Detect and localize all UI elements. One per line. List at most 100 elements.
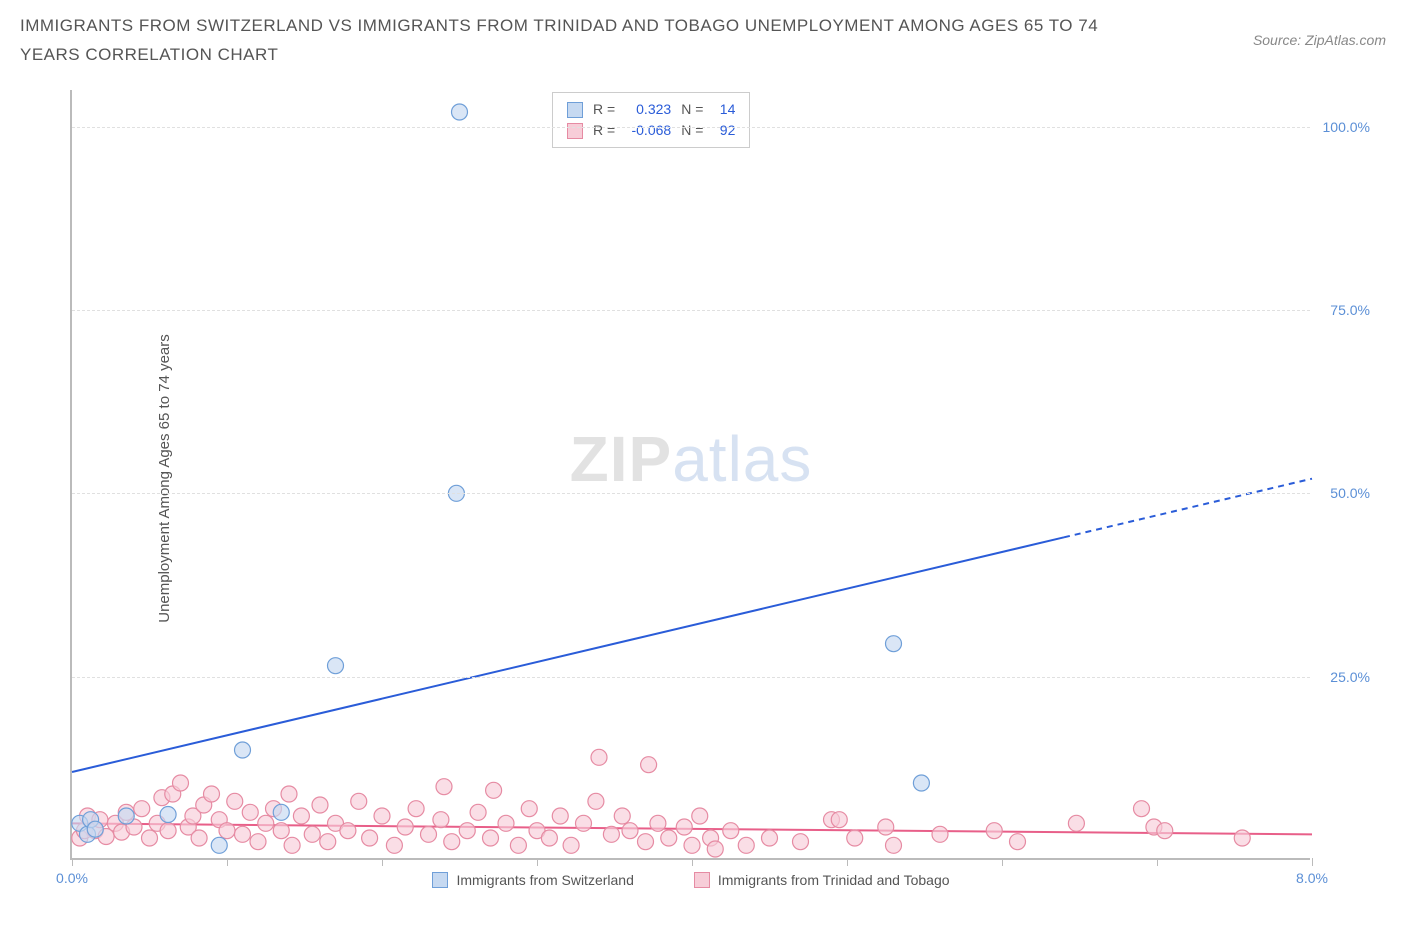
- data-point: [258, 815, 274, 831]
- data-point: [204, 786, 220, 802]
- legend-n-prefix-0: N =: [681, 99, 703, 120]
- data-point: [452, 104, 468, 120]
- data-point: [273, 804, 289, 820]
- data-point: [173, 775, 189, 791]
- data-point: [374, 808, 390, 824]
- x-tick: [1312, 858, 1313, 866]
- y-tick-label: 100.0%: [1323, 119, 1370, 135]
- data-point: [692, 808, 708, 824]
- data-point: [986, 823, 1002, 839]
- data-point: [1134, 801, 1150, 817]
- data-point: [932, 826, 948, 842]
- legend-r-prefix-1: R =: [593, 120, 615, 141]
- data-point: [160, 823, 176, 839]
- data-point: [351, 793, 367, 809]
- bottom-legend-item-0: Immigrants from Switzerland: [432, 872, 633, 888]
- x-tick: [537, 858, 538, 866]
- data-point: [723, 823, 739, 839]
- data-point: [1068, 815, 1084, 831]
- gridline-h: [72, 127, 1310, 128]
- plot-area: ZIPatlas R = 0.323 N = 14 R = -0.068 N =…: [70, 90, 1310, 860]
- data-point: [793, 834, 809, 850]
- x-tick: [72, 858, 73, 866]
- data-point: [684, 837, 700, 853]
- legend-r-value-0: 0.323: [621, 99, 671, 120]
- data-point: [591, 749, 607, 765]
- x-tick: [1002, 858, 1003, 866]
- legend-n-prefix-1: N =: [681, 120, 703, 141]
- legend-r-value-1: -0.068: [621, 120, 671, 141]
- data-point: [328, 658, 344, 674]
- legend-r-prefix-0: R =: [593, 99, 615, 120]
- data-point: [235, 742, 251, 758]
- data-point: [242, 804, 258, 820]
- y-tick-label: 25.0%: [1330, 669, 1370, 685]
- data-point: [762, 830, 778, 846]
- data-point: [281, 786, 297, 802]
- data-point: [588, 793, 604, 809]
- x-tick: [692, 858, 693, 866]
- data-point: [1157, 823, 1173, 839]
- bottom-legend-label-1: Immigrants from Trinidad and Tobago: [718, 872, 950, 888]
- data-point: [421, 826, 437, 842]
- data-point: [362, 830, 378, 846]
- chart-title: IMMIGRANTS FROM SWITZERLAND VS IMMIGRANT…: [20, 12, 1120, 70]
- data-point: [650, 815, 666, 831]
- data-point: [408, 801, 424, 817]
- data-point: [563, 837, 579, 853]
- x-tick-label-left: 0.0%: [56, 870, 88, 886]
- data-point: [831, 812, 847, 828]
- data-point: [320, 834, 336, 850]
- x-tick: [227, 858, 228, 866]
- bottom-legend-swatch-0: [432, 872, 448, 888]
- data-point: [118, 808, 134, 824]
- data-point: [498, 815, 514, 831]
- data-point: [436, 779, 452, 795]
- data-point: [576, 815, 592, 831]
- data-point: [676, 819, 692, 835]
- trend-line-dashed: [1064, 479, 1312, 538]
- data-point: [552, 808, 568, 824]
- gridline-h: [72, 310, 1310, 311]
- gridline-h: [72, 677, 1310, 678]
- data-point: [211, 837, 227, 853]
- data-point: [160, 807, 176, 823]
- y-tick-label: 50.0%: [1330, 485, 1370, 501]
- data-point: [142, 830, 158, 846]
- correlation-legend: R = 0.323 N = 14 R = -0.068 N = 92: [552, 92, 750, 148]
- data-point: [235, 826, 251, 842]
- data-point: [1010, 834, 1026, 850]
- data-point: [521, 801, 537, 817]
- data-point: [913, 775, 929, 791]
- data-point: [638, 834, 654, 850]
- bottom-legend-label-0: Immigrants from Switzerland: [456, 872, 633, 888]
- data-point: [397, 819, 413, 835]
- legend-swatch-1: [567, 123, 583, 139]
- data-point: [661, 830, 677, 846]
- source-prefix: Source:: [1253, 32, 1305, 48]
- data-point: [340, 823, 356, 839]
- data-point: [878, 819, 894, 835]
- gridline-h: [72, 493, 1310, 494]
- data-point: [614, 808, 630, 824]
- legend-n-value-0: 14: [709, 99, 735, 120]
- data-point: [603, 826, 619, 842]
- data-point: [886, 837, 902, 853]
- data-point: [510, 837, 526, 853]
- legend-swatch-0: [567, 102, 583, 118]
- data-point: [886, 636, 902, 652]
- data-point: [444, 834, 460, 850]
- data-point: [304, 826, 320, 842]
- x-tick: [847, 858, 848, 866]
- bottom-legend-item-1: Immigrants from Trinidad and Tobago: [694, 872, 950, 888]
- data-point: [541, 830, 557, 846]
- data-point: [87, 821, 103, 837]
- data-point: [641, 757, 657, 773]
- data-point: [250, 834, 266, 850]
- data-point: [483, 830, 499, 846]
- data-point: [293, 808, 309, 824]
- data-point: [707, 841, 723, 857]
- data-point: [134, 801, 150, 817]
- bottom-legend-swatch-1: [694, 872, 710, 888]
- data-point: [459, 823, 475, 839]
